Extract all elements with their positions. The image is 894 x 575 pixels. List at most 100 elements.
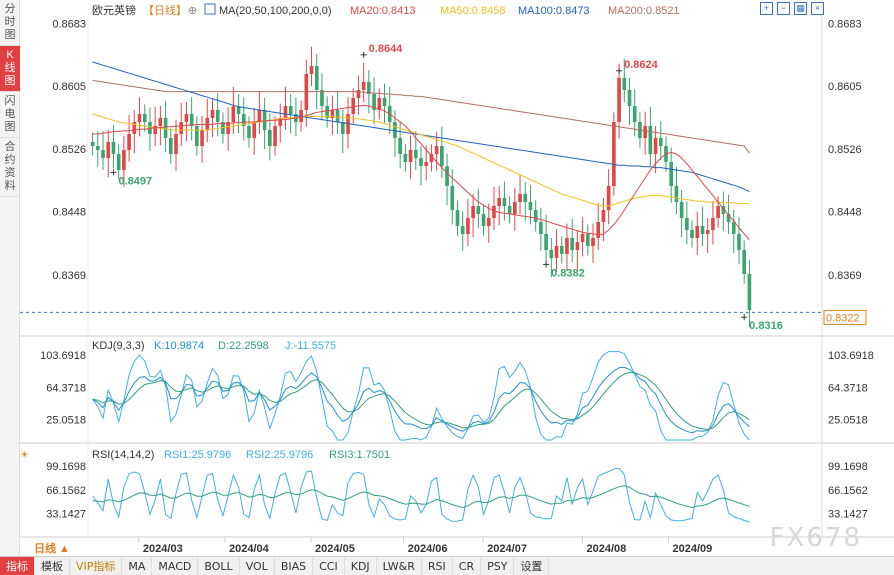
candle-body: [445, 166, 449, 186]
candle-body: [325, 106, 329, 118]
low-annotation-1: 0.8497: [118, 175, 152, 187]
left-tab-3[interactable]: 合约资料: [0, 138, 20, 197]
indicator-tab-5[interactable]: BOLL: [198, 556, 240, 575]
low-annotation-2: 0.8382: [551, 267, 585, 279]
rsi2-label: RSI2:25.9796: [246, 449, 313, 461]
candle-body: [236, 106, 241, 114]
left-tab-2[interactable]: 闪电图: [0, 92, 20, 138]
rsi-tick-right-2: 33.1427: [828, 508, 868, 520]
price-tick-right-4: 0.8369: [828, 270, 862, 282]
indicator-tab-10[interactable]: LW&R: [377, 556, 422, 575]
chart-area[interactable]: 欧元英镑 【日线】 ⊕ MA(20,50,100,200,0,0) MA20:0.841…: [0, 0, 894, 556]
candle-body: [215, 110, 220, 122]
left-tab-bar: 分时图 K线图 闪电图 合约资料: [0, 0, 20, 556]
candle-body: [596, 222, 601, 238]
candle-body: [90, 142, 95, 146]
candle-body: [200, 130, 204, 146]
watermark: FX678: [769, 523, 862, 553]
candle-body: [168, 138, 173, 154]
time-label-0: 2024/03: [143, 543, 183, 555]
zoom-in-icon[interactable]: +: [760, 2, 773, 15]
candle-body: [440, 146, 444, 166]
candle-body: [257, 110, 262, 122]
candle-body: [685, 218, 689, 230]
period-button-bg: [20, 540, 78, 555]
candle-body: [539, 222, 543, 234]
candle-body: [116, 154, 121, 170]
ma200-label: MA200:0.8521: [608, 5, 680, 17]
chart-canvas[interactable]: 欧元英镑 【日线】 ⊕ MA(20,50,100,200,0,0) MA20:0.841…: [0, 0, 894, 556]
indicator-tab-13[interactable]: PSY: [481, 556, 515, 575]
candle-body: [419, 158, 423, 166]
settings-icon: ⊕: [188, 5, 197, 17]
candle-body: [179, 122, 184, 134]
kdj-title: KDJ(9,3,3): [92, 340, 145, 352]
indicator-tab-6[interactable]: VOL: [240, 556, 275, 575]
candle-body: [158, 118, 163, 126]
current-price-label: 0.8322: [826, 312, 860, 324]
indicator-tab-3[interactable]: MA: [122, 556, 153, 575]
rsi1-line: [92, 467, 750, 523]
indicator-tab-0[interactable]: 指标: [0, 556, 35, 575]
candle-body: [528, 202, 533, 210]
ma-params: MA(20,50,100,200,0,0): [219, 5, 332, 17]
candle-body: [189, 114, 194, 126]
candle-body: [622, 78, 627, 90]
rsi-title: RSI(14,14,2): [92, 449, 154, 461]
candle-body: [544, 234, 548, 250]
indicator-tab-2[interactable]: VIP指标: [70, 556, 123, 575]
candle-body: [643, 126, 647, 138]
indicator-tab-12[interactable]: CR: [453, 556, 482, 575]
kdj-k-line: [92, 366, 750, 434]
left-tab-1[interactable]: K线图: [0, 46, 20, 92]
candle-body: [565, 238, 569, 254]
time-axis: 日线 ▲ 2024/03 2024/04 2024/05 2024/06 2024/07 2…: [20, 537, 712, 555]
time-label-6: 2024/09: [673, 543, 713, 555]
rsi1-label: RSI1:25.9796: [164, 449, 231, 461]
candle-body: [601, 210, 606, 222]
candle-body: [377, 98, 382, 110]
candle-body: [127, 134, 131, 150]
candle-body: [700, 226, 705, 234]
indicator-tab-11[interactable]: RSI: [422, 556, 453, 575]
candle-body: [309, 66, 314, 74]
candle-body: [413, 150, 418, 158]
candle-body: [466, 218, 470, 234]
candle-body: [658, 138, 663, 146]
kdj-tick-left-1: 64.3718: [46, 382, 86, 394]
candle-body: [513, 202, 517, 214]
time-label-3: 2024/06: [408, 543, 448, 555]
grid-icon[interactable]: ▦: [794, 2, 807, 15]
indicator-tab-bar: 指标 模板 VIP指标 MA MACD BOLL VOL BIAS CCI KDJ LW&R RSI C…: [0, 556, 894, 575]
indicator-tab-7[interactable]: BIAS: [275, 556, 314, 575]
candle-body: [340, 122, 345, 134]
candle-body: [518, 194, 522, 202]
candle-body: [476, 206, 481, 214]
candle-body: [335, 110, 340, 122]
close-icon[interactable]: ×: [811, 2, 824, 15]
left-tab-0[interactable]: 分时图: [0, 0, 20, 46]
candle-body: [742, 250, 747, 274]
candle-body: [606, 186, 611, 210]
candle-body: [403, 154, 408, 162]
candle-body: [575, 242, 580, 250]
candle-body: [382, 98, 387, 106]
period-label: 【日线】: [143, 3, 187, 17]
indicator-tab-14[interactable]: 设置: [514, 556, 550, 575]
candle-body: [398, 138, 402, 154]
candle-body: [711, 218, 715, 230]
indicator-tab-4[interactable]: MACD: [152, 556, 199, 575]
candle-body: [481, 214, 486, 226]
candle-body: [101, 150, 105, 158]
time-label-5: 2024/08: [586, 543, 626, 555]
low-annotation-3: 0.8316: [749, 320, 783, 332]
zoom-out-icon[interactable]: −: [777, 2, 790, 15]
candle-body: [429, 154, 434, 162]
candle-body: [195, 126, 199, 146]
indicator-tab-9[interactable]: KDJ: [345, 556, 377, 575]
indicator-tab-8[interactable]: CCI: [313, 556, 345, 575]
candle-body: [142, 114, 147, 122]
time-label-4: 2024/07: [487, 543, 527, 555]
indicator-tab-1[interactable]: 模板: [35, 556, 70, 575]
time-label-2: 2024/05: [315, 543, 355, 555]
